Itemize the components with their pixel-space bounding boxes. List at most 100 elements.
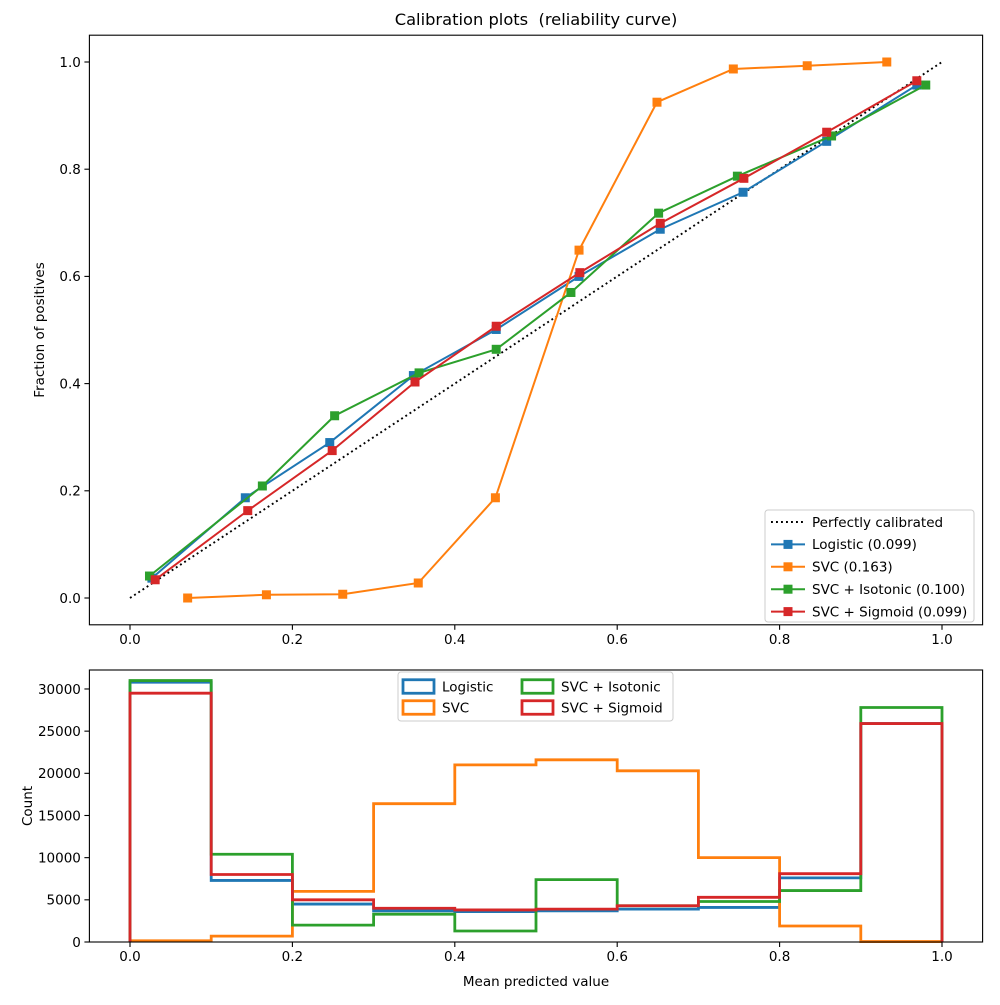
legend-label-svc-0-163: SVC (0.163) (812, 560, 893, 576)
svc-sigmoid-0-099-marker (243, 506, 253, 516)
logistic-0-099-marker (822, 136, 832, 146)
top-chart-legend: Perfectly calibrated Logistic (0.099) SVC … (764, 509, 975, 623)
legend-patch-svc-isotonic (520, 678, 555, 695)
legend-patch-svc (401, 699, 436, 716)
svc-sigmoid-0-099-line (154, 79, 918, 581)
logistic-0-099-marker (325, 438, 335, 448)
logistic-0-099-marker (655, 224, 665, 234)
y-tick-label: 15000 (38, 808, 81, 824)
bottom-chart-series-area (128, 679, 944, 943)
bottom-chart-axes: 0.0 0.2 0.4 0.6 0.8 1.0 0 5000 10000 15000 20000 25… (38, 669, 984, 965)
perfectly-calibrated-line (129, 61, 943, 599)
svc-sigmoid-histogram (128, 691, 944, 942)
svc-sigmoid-0-099-marker (327, 446, 337, 456)
legend-label-svc: SVC (442, 700, 469, 716)
svc-sigmoid-0-099-marker (655, 218, 665, 228)
svc-sigmoid-0-099-marker (150, 575, 160, 585)
y-tick-label: 5000 (47, 893, 81, 909)
svc-isotonic-0-100-marker (921, 80, 931, 90)
x-tick-label: 0.0 (119, 949, 140, 965)
legend-marker-svc-sigmoid-0-099 (783, 607, 793, 617)
top-chart-axes: 0.0 0.2 0.4 0.6 0.8 1.0 0.0 0.2 0.4 0.6 0.8 1.0 (59, 34, 984, 648)
x-tick-label: 1.0 (931, 949, 952, 965)
logistic-0-099-marker (738, 187, 748, 197)
svc-0-163-marker (338, 589, 348, 599)
legend-label-logistic-0-099: Logistic (0.099) (812, 537, 917, 553)
x-tick-label: 1.0 (931, 632, 952, 648)
svc-isotonic-0-100-marker (144, 571, 154, 581)
svc-isotonic-0-100-marker (827, 131, 837, 141)
x-tick-label: 0.6 (606, 632, 627, 648)
y-tick-label: 30000 (38, 682, 81, 698)
bottom-legend-box (397, 671, 674, 722)
y-tick-label: 0 (72, 935, 81, 951)
top-chart-ylabel: Fraction of positives (32, 262, 48, 397)
x-tick-label: 0.0 (119, 632, 140, 648)
legend-label-svc-isotonic: SVC + Isotonic (561, 679, 661, 695)
top-legend-box (764, 509, 975, 623)
svc-isotonic-0-100-marker (330, 411, 340, 421)
y-tick-label: 1.0 (59, 55, 80, 71)
svc-sigmoid-0-099-marker (410, 377, 420, 387)
legend-label-logistic: Logistic (442, 679, 493, 695)
legend-patch-svc-sigmoid (520, 699, 555, 716)
svc-sigmoid-0-099-marker (491, 321, 501, 331)
svc-isotonic-0-100-marker (414, 368, 424, 378)
bottom-chart-xlabel: Mean predicted value (463, 974, 609, 990)
y-tick-label: 10000 (38, 850, 81, 866)
svc-sigmoid-0-099-marker (739, 173, 749, 183)
svc-isotonic-0-100-line (148, 84, 927, 577)
x-tick-label: 0.4 (444, 632, 465, 648)
bottom-chart-ylabel: Count (20, 786, 36, 826)
y-tick-label: 0.0 (59, 591, 80, 607)
svc-0-163-marker (183, 593, 193, 603)
svc-isotonic-0-100-marker (257, 481, 267, 491)
legend-marker-logistic-0-099 (783, 539, 793, 549)
y-tick-label: 0.8 (59, 162, 80, 178)
legend-label-svc-sigmoid: SVC + Sigmoid (561, 700, 663, 716)
svc-0-163-marker (261, 590, 271, 600)
top-chart-series-area (129, 57, 943, 603)
logistic-0-099-line (151, 84, 918, 579)
svc-0-163-marker (574, 245, 584, 255)
x-tick-label: 0.2 (282, 632, 303, 648)
x-tick-label: 0.4 (444, 949, 465, 965)
legend-patch-logistic (401, 678, 436, 695)
svc-isotonic-histogram (128, 679, 944, 942)
y-tick-label: 0.6 (59, 269, 80, 285)
svc-isotonic-0-100-marker (491, 344, 501, 354)
svc-0-163-marker (413, 578, 423, 588)
legend-marker-svc-isotonic-0-100 (783, 584, 793, 594)
x-tick-label: 0.8 (769, 949, 790, 965)
x-tick-label: 0.8 (769, 632, 790, 648)
logistic-0-099-marker (240, 493, 250, 503)
bottom-chart: Mean predicted value Count 0.0 0.2 0.4 0.6 0… (20, 669, 984, 990)
svc-isotonic-0-100-marker (732, 171, 742, 181)
top-chart-title: Calibration plots (reliability curve) (395, 10, 678, 29)
y-tick-label: 25000 (38, 724, 81, 740)
svc-sigmoid-0-099-marker (575, 268, 585, 278)
svc-0-163-marker (652, 97, 662, 107)
x-tick-label: 0.2 (282, 949, 303, 965)
svc-0-163-line (187, 61, 887, 599)
legend-label-perfectly-calibrated: Perfectly calibrated (812, 515, 943, 531)
svc-0-163-marker (490, 493, 500, 503)
top-chart-frame (88, 34, 984, 626)
svc-sigmoid-0-099-marker (822, 127, 832, 137)
svc-0-163-marker (882, 57, 892, 67)
svc-sigmoid-0-099-marker (912, 76, 922, 86)
svc-0-163-marker (728, 64, 738, 74)
legend-label-svc-sigmoid-0-099: SVC + Sigmoid (0.099) (812, 604, 967, 620)
legend-marker-svc-0-163 (783, 562, 793, 572)
legend-label-svc-isotonic-0-100: SVC + Isotonic (0.100) (812, 582, 965, 598)
y-tick-label: 0.2 (59, 484, 80, 500)
bottom-chart-legend: Logistic SVC SVC + Isotonic SVC + Sigmoid (397, 671, 674, 722)
svc-isotonic-0-100-marker (654, 208, 664, 218)
svc-histogram (128, 758, 944, 943)
bottom-chart-frame (88, 669, 984, 943)
top-chart: Calibration plots (reliability curve) Fr… (32, 10, 984, 648)
y-tick-label: 20000 (38, 766, 81, 782)
x-tick-label: 0.6 (606, 949, 627, 965)
